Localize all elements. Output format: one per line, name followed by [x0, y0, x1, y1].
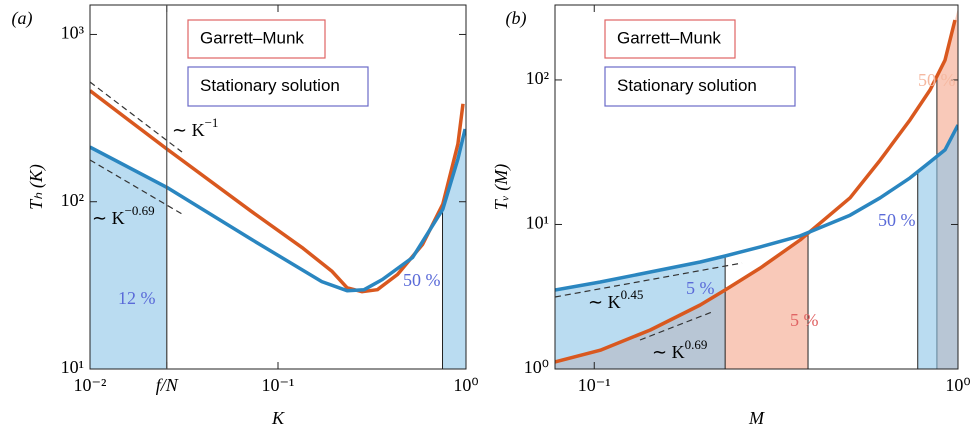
annotation: 5 %	[686, 278, 715, 298]
annotation-text: 50 %	[918, 70, 956, 90]
plot-area	[90, 89, 466, 369]
series-line	[555, 19, 957, 364]
y-tick-label: 10¹	[526, 213, 549, 233]
annotation-exponent: 0.45	[621, 287, 644, 302]
annotation: 50 %	[403, 270, 441, 290]
x-tick-label: 10⁻¹	[578, 375, 611, 395]
y-tick-label: 10³	[61, 23, 85, 43]
annotation-exponent: −1	[205, 115, 219, 130]
x-tick-label: 10⁰	[453, 375, 478, 395]
y-axis-label: Tₕ (K)	[26, 164, 47, 210]
fit-line	[89, 159, 183, 215]
y-tick-label: 10²	[61, 190, 84, 210]
annotation-text: 50 %	[403, 270, 441, 290]
annotation-text: ∼ K	[92, 208, 125, 228]
annotation: ∼ K−1	[172, 115, 218, 140]
fit-lines	[89, 81, 743, 341]
annotation: 12 %	[118, 288, 156, 308]
x-axis-label: M	[748, 408, 765, 428]
annotation-text: 12 %	[118, 288, 156, 308]
legend-box	[604, 19, 736, 59]
series-line	[90, 128, 466, 293]
legend-box	[187, 66, 369, 107]
x-axis-label: K	[271, 408, 285, 428]
legend-box	[604, 66, 796, 107]
legend-box	[187, 19, 326, 59]
annotation-exponent: −0.69	[125, 203, 155, 218]
panel-label: (b)	[506, 8, 527, 29]
annotation-exponent: 0.69	[685, 337, 708, 352]
y-axis-label: Tᵥ (M)	[491, 164, 512, 211]
x-tick-label: f/N	[156, 375, 179, 395]
plot-area	[555, 7, 958, 369]
legend-label: Stationary solution	[617, 76, 757, 95]
annotation: 50 %	[878, 210, 916, 230]
shaded-region	[442, 125, 466, 369]
panel: 10⁻² f/N 10⁻¹ 10⁰ 10¹ 10² 10³ K Tₕ (K) (a) Garrett…	[12, 4, 479, 428]
legend-label: Garrett–Munk	[200, 28, 304, 47]
panel-label: (a)	[12, 8, 33, 29]
x-tick-label: 10⁻²	[74, 375, 107, 395]
fit-line	[89, 81, 183, 153]
annotation: ∼ K−0.69	[92, 203, 155, 228]
x-tick-label: 10⁻¹	[262, 375, 295, 395]
y-tick-label: 10⁰	[524, 357, 549, 377]
annotation-text: 50 %	[878, 210, 916, 230]
panel: 10⁻¹ 10⁰ 10⁰ 10¹ 10² M Tᵥ (M) (b) Garrett–Munk St…	[491, 4, 971, 428]
series-line	[555, 124, 958, 292]
y-tick-label: 10²	[526, 68, 549, 88]
y-tick-label: 10¹	[61, 357, 84, 377]
x-tick-label: 10⁰	[945, 375, 970, 395]
annotation-text: ∼ K	[172, 120, 205, 140]
fit-line	[554, 262, 743, 298]
shaded-region	[555, 233, 809, 369]
annotation-text: ∼ K	[652, 342, 685, 362]
annotation: ∼ K0.45	[588, 287, 643, 312]
annotation: 5 %	[790, 310, 819, 330]
annotation: 50 %	[918, 70, 956, 90]
annotation: ∼ K0.69	[652, 337, 707, 362]
legend-label: Stationary solution	[200, 76, 340, 95]
legend-label: Garrett–Munk	[617, 28, 721, 47]
axes-frame	[554, 4, 959, 370]
annotation-text: 5 %	[686, 278, 715, 298]
annotation-text: 5 %	[790, 310, 819, 330]
shaded-region	[90, 147, 167, 369]
annotation-text: ∼ K	[588, 292, 621, 312]
shaded-region	[917, 124, 958, 369]
fit-line	[639, 311, 713, 341]
